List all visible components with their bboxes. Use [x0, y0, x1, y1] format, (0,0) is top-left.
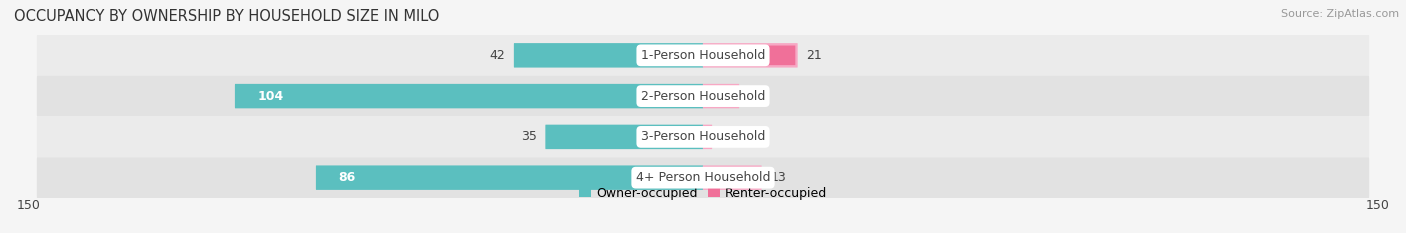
FancyBboxPatch shape	[316, 165, 703, 190]
FancyBboxPatch shape	[235, 84, 703, 108]
Text: Source: ZipAtlas.com: Source: ZipAtlas.com	[1281, 9, 1399, 19]
Text: 2: 2	[721, 130, 728, 143]
Text: 13: 13	[770, 171, 786, 184]
FancyBboxPatch shape	[37, 35, 1369, 76]
FancyBboxPatch shape	[703, 165, 762, 190]
Text: 2-Person Household: 2-Person Household	[641, 90, 765, 103]
FancyBboxPatch shape	[706, 86, 737, 106]
FancyBboxPatch shape	[703, 125, 713, 149]
Text: 1-Person Household: 1-Person Household	[641, 49, 765, 62]
FancyBboxPatch shape	[37, 116, 1369, 157]
FancyBboxPatch shape	[703, 43, 797, 68]
FancyBboxPatch shape	[513, 43, 703, 68]
FancyBboxPatch shape	[706, 127, 710, 147]
Text: 4+ Person Household: 4+ Person Household	[636, 171, 770, 184]
FancyBboxPatch shape	[706, 168, 759, 187]
Legend: Owner-occupied, Renter-occupied: Owner-occupied, Renter-occupied	[574, 182, 832, 205]
FancyBboxPatch shape	[706, 46, 796, 65]
Text: 104: 104	[257, 90, 284, 103]
Text: 35: 35	[520, 130, 537, 143]
FancyBboxPatch shape	[703, 84, 740, 108]
Text: 8: 8	[748, 90, 756, 103]
FancyBboxPatch shape	[546, 125, 703, 149]
Text: 86: 86	[339, 171, 356, 184]
Text: 42: 42	[489, 49, 505, 62]
Text: 3-Person Household: 3-Person Household	[641, 130, 765, 143]
Text: 21: 21	[807, 49, 823, 62]
FancyBboxPatch shape	[37, 157, 1369, 198]
Text: OCCUPANCY BY OWNERSHIP BY HOUSEHOLD SIZE IN MILO: OCCUPANCY BY OWNERSHIP BY HOUSEHOLD SIZE…	[14, 9, 440, 24]
FancyBboxPatch shape	[37, 76, 1369, 116]
